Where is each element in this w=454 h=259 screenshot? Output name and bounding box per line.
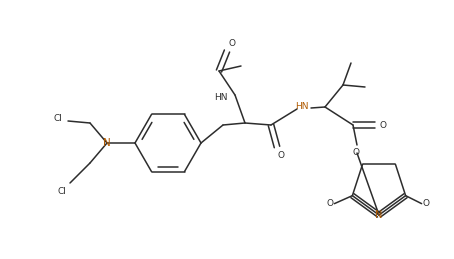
Text: O: O [228, 39, 236, 47]
Text: Cl: Cl [54, 113, 63, 123]
Text: O: O [380, 120, 386, 130]
Text: N: N [375, 210, 383, 220]
Text: HN: HN [214, 92, 228, 102]
Text: O: O [327, 199, 334, 208]
Text: HN: HN [295, 102, 309, 111]
Text: O: O [352, 147, 360, 156]
Text: O: O [277, 150, 285, 160]
Text: Cl: Cl [58, 186, 66, 196]
Text: O: O [422, 199, 429, 208]
Text: N: N [103, 138, 111, 148]
